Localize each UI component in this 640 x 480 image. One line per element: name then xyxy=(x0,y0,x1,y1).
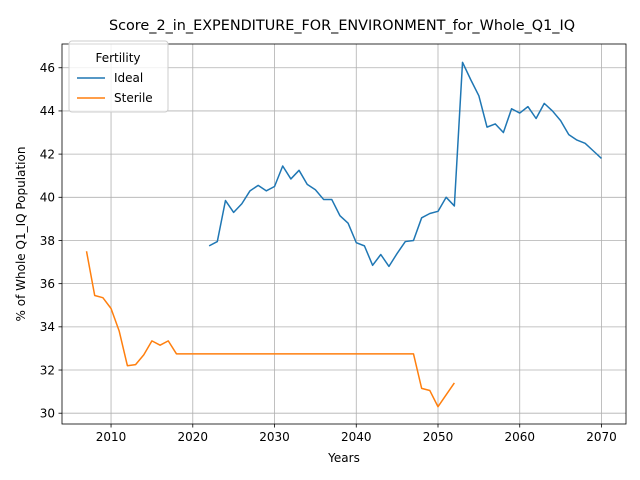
y-tick-label: 42 xyxy=(40,147,55,161)
series-line-sterile xyxy=(85,251,455,408)
plot-frame xyxy=(61,43,627,425)
x-tick-label: 2050 xyxy=(423,430,454,444)
legend-label-ideal: Ideal xyxy=(114,71,143,85)
y-axis: 30 32 34 36 38 40 42 44 46 xyxy=(40,61,62,421)
y-tick-label: 38 xyxy=(40,234,55,248)
y-tick-label: 44 xyxy=(40,104,55,118)
plot-lines xyxy=(85,61,602,408)
x-tick-label: 2030 xyxy=(259,430,290,444)
y-tick-label: 34 xyxy=(40,320,55,334)
y-tick-label: 40 xyxy=(40,191,55,205)
legend: Fertility Ideal Sterile xyxy=(68,40,169,113)
y-axis-label: % of Whole Q1_IQ Population xyxy=(14,147,28,322)
x-tick-label: 2070 xyxy=(586,430,617,444)
x-tick-label: 2040 xyxy=(341,430,372,444)
x-axis: 2010 2020 2030 2040 2050 2060 2070 xyxy=(96,424,617,444)
y-tick-label: 32 xyxy=(40,363,55,377)
legend-label-sterile: Sterile xyxy=(114,91,153,105)
series-line-ideal xyxy=(208,61,602,268)
x-tick-label: 2010 xyxy=(96,430,127,444)
x-tick-label: 2060 xyxy=(504,430,535,444)
x-axis-label: Years xyxy=(327,451,360,465)
legend-box xyxy=(68,40,169,113)
chart-title: Score_2_in_EXPENDITURE_FOR_ENVIRONMENT_f… xyxy=(109,18,575,34)
y-tick-label: 30 xyxy=(40,407,55,421)
legend-title: Fertility xyxy=(95,51,140,65)
y-tick-label: 36 xyxy=(40,277,55,291)
y-tick-label: 46 xyxy=(40,61,55,75)
x-tick-label: 2020 xyxy=(178,430,209,444)
grid xyxy=(62,44,626,424)
